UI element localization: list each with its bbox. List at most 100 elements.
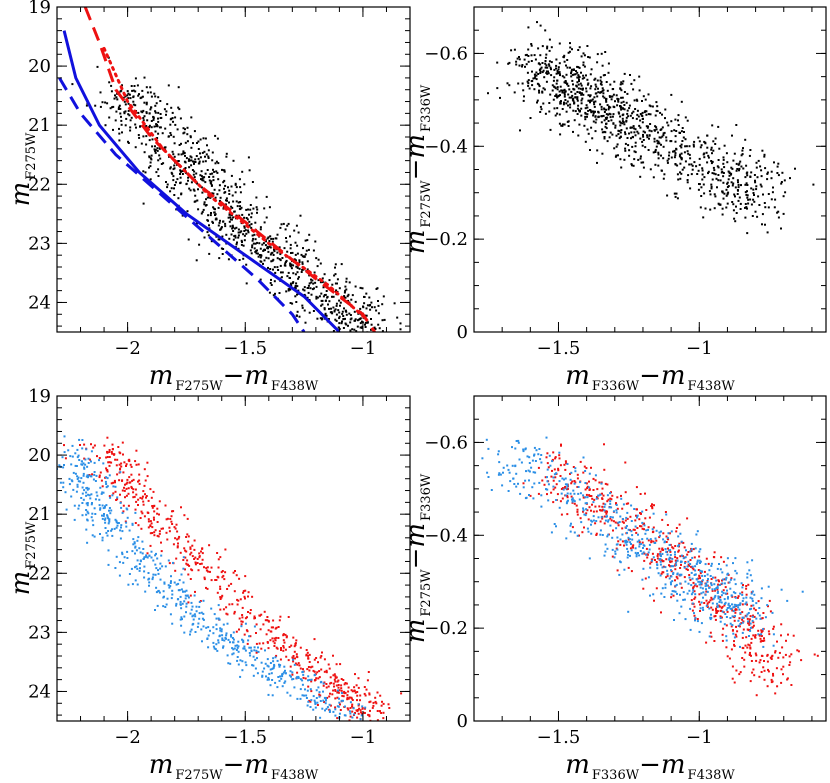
data-point xyxy=(399,322,402,325)
data-point xyxy=(218,634,221,637)
data-point xyxy=(297,675,300,678)
data-point xyxy=(267,665,270,668)
data-point xyxy=(655,561,658,563)
data-point xyxy=(642,161,645,164)
data-point xyxy=(565,537,568,540)
data-point xyxy=(694,593,697,596)
data-point xyxy=(526,71,529,74)
data-point xyxy=(138,473,141,476)
data-point xyxy=(733,645,736,647)
data-point xyxy=(105,476,108,479)
data-point xyxy=(162,527,164,530)
data-point xyxy=(212,179,215,182)
data-point xyxy=(665,551,668,553)
data-point xyxy=(368,693,371,696)
data-point xyxy=(659,550,662,553)
data-point xyxy=(703,152,706,155)
data-point xyxy=(90,450,93,453)
data-point xyxy=(165,531,168,534)
data-point xyxy=(760,169,763,172)
data-point xyxy=(207,157,210,159)
data-point xyxy=(647,576,650,579)
data-point xyxy=(711,172,714,175)
data-point xyxy=(717,596,720,598)
data-point xyxy=(628,149,631,152)
data-point xyxy=(110,482,113,485)
data-point xyxy=(195,605,198,608)
data-point xyxy=(664,583,667,586)
data-point xyxy=(790,684,793,686)
data-point xyxy=(750,187,753,190)
data-point xyxy=(499,96,501,99)
data-point xyxy=(741,636,744,639)
data-point xyxy=(660,154,662,157)
data-point xyxy=(571,526,574,529)
data-point xyxy=(780,681,783,684)
data-point xyxy=(267,693,270,696)
axes-frame xyxy=(56,395,411,722)
data-point xyxy=(284,680,287,683)
data-point xyxy=(135,549,138,552)
data-point xyxy=(653,140,656,143)
data-point xyxy=(668,544,671,546)
data-point xyxy=(140,142,143,145)
data-point xyxy=(707,172,709,175)
data-point xyxy=(634,128,637,131)
data-point xyxy=(347,293,350,296)
data-point xyxy=(357,703,360,706)
data-point xyxy=(730,625,733,628)
data-point xyxy=(285,259,288,262)
data-point xyxy=(129,126,132,129)
data-point xyxy=(600,108,603,111)
data-point xyxy=(721,191,724,194)
data-point xyxy=(160,163,163,165)
data-point xyxy=(572,489,575,492)
data-point xyxy=(767,193,770,195)
data-point xyxy=(594,92,597,95)
data-point xyxy=(174,569,177,572)
data-point xyxy=(270,630,273,633)
data-point xyxy=(760,671,763,673)
data-point xyxy=(283,681,286,684)
data-point xyxy=(216,137,219,140)
data-point xyxy=(605,127,608,130)
data-point xyxy=(758,661,761,664)
data-point xyxy=(750,641,753,644)
data-point xyxy=(737,606,740,609)
data-point xyxy=(134,123,137,126)
data-point xyxy=(621,540,624,543)
data-point xyxy=(154,148,157,151)
data-point xyxy=(753,615,756,618)
data-point xyxy=(376,719,379,721)
data-point xyxy=(217,566,220,569)
data-point xyxy=(649,562,652,565)
data-point xyxy=(232,200,235,203)
data-point xyxy=(770,678,773,681)
data-point xyxy=(301,255,304,258)
data-point xyxy=(367,671,370,673)
data-point xyxy=(180,142,182,145)
data-point xyxy=(548,38,551,41)
data-point xyxy=(329,692,331,695)
data-point xyxy=(205,586,207,589)
data-point xyxy=(318,691,321,694)
data-point xyxy=(760,654,763,657)
data-point xyxy=(583,54,586,57)
data-point xyxy=(312,282,315,285)
data-point xyxy=(541,90,544,93)
data-point xyxy=(106,485,109,488)
data-point xyxy=(704,585,707,588)
data-point xyxy=(105,469,108,472)
data-point xyxy=(264,649,266,652)
data-point xyxy=(649,123,652,125)
data-point xyxy=(141,512,144,515)
data-point xyxy=(699,603,702,606)
data-point xyxy=(590,85,593,88)
data-point xyxy=(307,700,310,703)
data-point xyxy=(574,470,577,473)
data-point xyxy=(242,244,245,247)
data-point xyxy=(254,617,256,619)
data-point xyxy=(749,608,751,611)
data-point xyxy=(119,467,122,470)
data-point xyxy=(342,315,345,317)
